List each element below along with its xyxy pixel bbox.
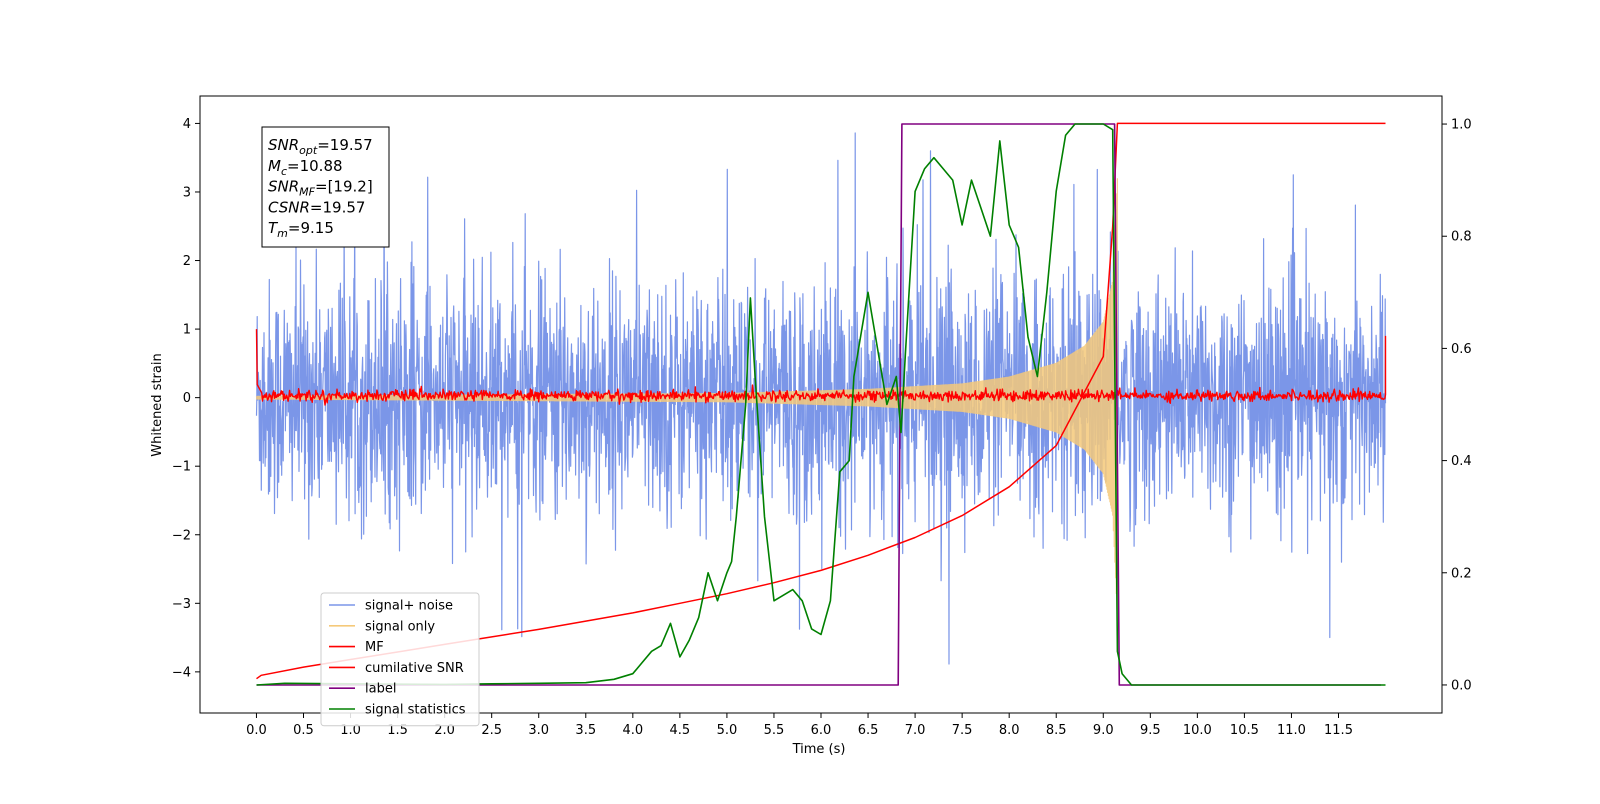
annotation-value: =19.57 [317,136,373,154]
x-tick-label: 4.5 [670,723,691,738]
annotation-line: SNRMF=[19.2] [268,178,373,199]
annotation-value: =19.57 [310,198,366,216]
x-tick-label: 5.5 [764,723,785,738]
legend-label: MF [365,640,384,655]
series-signal-statistics-line [256,123,1386,686]
y-tick-label: 1 [183,323,191,338]
x-tick-label: 2.0 [434,723,455,738]
x-tick-label: 9.5 [1140,723,1161,738]
x-tick-label: 8.0 [999,723,1020,738]
legend-frame [320,592,480,727]
annotation-line: SNRopt=19.57 [268,136,373,157]
x-tick-label: 10.0 [1183,723,1212,738]
annotation-value: =9.15 [288,219,334,237]
annotation-subscript: opt [299,144,318,157]
x-tick-label: 0.5 [293,723,314,738]
annotation-subscript: c [281,165,287,178]
annotation-frame [261,126,390,248]
x-tick-label: 7.5 [952,723,973,738]
x-tick-label: 9.0 [1093,723,1114,738]
annotation-line: CSNR=19.57 [268,198,365,216]
x-tick-label: 2.5 [481,723,502,738]
x-tick-label: 4.0 [622,723,643,738]
legend-label: signal statistics [365,703,466,718]
x-tick-label: 3.0 [528,723,549,738]
annotation-symbol: SNR [268,178,299,196]
x-tick-label: 1.5 [387,723,408,738]
annotation-value: =10.88 [287,157,343,175]
legend-label: cumilative SNR [365,661,464,676]
legend-label: label [365,682,396,697]
x-tick-label: 1.0 [340,723,361,738]
y-tick-label: −1 [172,460,191,475]
x-tick-label: 6.0 [811,723,832,738]
x-tick-label: 5.0 [717,723,738,738]
y-tick-label: −3 [172,597,191,612]
x-tick-label: 11.5 [1324,723,1353,738]
y2-tick-label: 0.2 [1451,566,1472,581]
x-tick-label: 7.0 [905,723,926,738]
y-axis-left: −4 −3 −2 −1 0 1 2 3 4 [172,117,200,680]
x-tick-label: 11.0 [1277,723,1306,738]
x-tick-label: 10.5 [1230,723,1259,738]
annotation-symbol: M [268,157,281,175]
x-tick-label: 8.5 [1046,723,1067,738]
annotation-line: Mc=10.88 [268,157,343,178]
y-axis-right: 0.0 0.2 0.4 0.6 0.8 1.0 [1442,118,1472,693]
annotation-subscript: MF [299,186,315,199]
y-tick-label: −4 [172,665,191,680]
y2-tick-label: 0.8 [1451,230,1472,245]
legend: signal+ noise signal only MF cumilative SNR… [320,592,480,727]
y-tick-label: 2 [183,254,191,269]
legend-label: signal only [365,619,435,634]
y2-tick-label: 0.6 [1451,342,1472,357]
y2-tick-label: 0.4 [1451,454,1472,469]
y2-tick-label: 0.0 [1451,678,1472,693]
annotation-symbol: T [268,219,279,237]
y-tick-label: 0 [183,391,191,406]
x-tick-label: 6.5 [858,723,879,738]
y-tick-label: −2 [172,528,191,543]
y2-tick-label: 1.0 [1451,118,1472,133]
x-tick-label: 3.5 [575,723,596,738]
annotation-value: =[19.2] [315,178,373,196]
x-axis: 0.0 0.5 1.0 1.5 2.0 2.5 3.0 3.5 4.0 4.5 5.0 5.5 6.0 6… [246,713,1353,738]
annotation-subscript: m [277,227,288,240]
series-mf-line [255,329,1387,406]
x-tick-label: 0.0 [246,723,267,738]
legend-label: signal+ noise [365,599,453,614]
annotation-line: Tm=9.15 [268,219,334,240]
annotation-box: SNRopt=19.57Mc=10.88SNRMF=[19.2]CSNR=19.… [261,126,390,248]
y-tick-label: 4 [183,117,191,132]
y-axis-label: Whitened strain [150,353,165,456]
y-tick-label: 3 [183,185,191,200]
annotation-symbol: CSNR [268,198,310,216]
x-axis-label: Time (s) [792,742,846,757]
series-signal-noise-line [255,132,1387,665]
annotation-symbol: SNR [268,136,299,154]
